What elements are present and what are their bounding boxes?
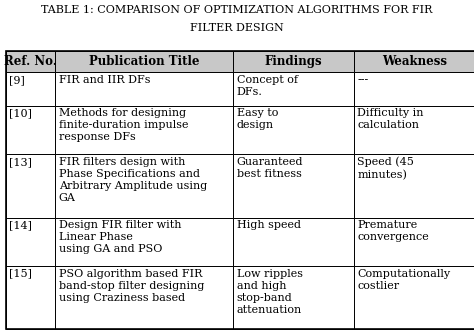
Bar xyxy=(55,51,233,72)
Text: Findings: Findings xyxy=(265,55,322,68)
Bar xyxy=(55,72,233,106)
Text: FILTER DESIGN: FILTER DESIGN xyxy=(190,23,284,33)
Bar xyxy=(354,154,474,217)
Text: Difficulty in
calculation: Difficulty in calculation xyxy=(357,108,424,130)
Text: Weakness: Weakness xyxy=(382,55,447,68)
Bar xyxy=(55,266,233,329)
Text: FIR filters design with
Phase Specifications and
Arbitrary Amplitude using
GA: FIR filters design with Phase Specificat… xyxy=(59,157,207,203)
Text: [13]: [13] xyxy=(9,157,32,167)
Text: Premature
convergence: Premature convergence xyxy=(357,220,429,242)
Bar xyxy=(6,106,55,154)
Bar xyxy=(233,51,354,72)
Bar xyxy=(6,217,55,266)
Text: [14]: [14] xyxy=(9,220,32,230)
Bar xyxy=(354,72,474,106)
Text: Concept of
DFs.: Concept of DFs. xyxy=(237,75,298,97)
Bar xyxy=(233,106,354,154)
Text: FIR and IIR DFs: FIR and IIR DFs xyxy=(59,75,150,85)
Text: ---: --- xyxy=(357,75,369,85)
Bar xyxy=(233,266,354,329)
Bar xyxy=(6,266,55,329)
Text: PSO algorithm based FIR
band-stop filter designing
using Craziness based: PSO algorithm based FIR band-stop filter… xyxy=(59,269,204,303)
Bar xyxy=(354,106,474,154)
Text: Ref. No.: Ref. No. xyxy=(4,55,57,68)
Bar xyxy=(6,154,55,217)
Bar xyxy=(233,154,354,217)
Text: Guaranteed
best fitness: Guaranteed best fitness xyxy=(237,157,303,179)
Bar xyxy=(6,51,55,72)
Text: Low ripples
and high
stop-band
attenuation: Low ripples and high stop-band attenuati… xyxy=(237,269,302,315)
Text: TABLE 1: COMPARISON OF OPTIMIZATION ALGORITHMS FOR FIR: TABLE 1: COMPARISON OF OPTIMIZATION ALGO… xyxy=(41,5,433,15)
Text: Speed (45
minutes): Speed (45 minutes) xyxy=(357,157,414,180)
Text: Design FIR filter with
Linear Phase
using GA and PSO: Design FIR filter with Linear Phase usin… xyxy=(59,220,181,254)
Text: Easy to
design: Easy to design xyxy=(237,108,278,130)
Text: Computationally
costlier: Computationally costlier xyxy=(357,269,450,291)
Text: [15]: [15] xyxy=(9,269,32,279)
Bar xyxy=(354,51,474,72)
Bar xyxy=(354,266,474,329)
Bar xyxy=(354,217,474,266)
Text: [9]: [9] xyxy=(9,75,25,85)
Text: High speed: High speed xyxy=(237,220,301,230)
Bar xyxy=(55,217,233,266)
Bar xyxy=(6,51,474,329)
Text: Publication Title: Publication Title xyxy=(89,55,200,68)
Text: Methods for designing
finite-duration impulse
response DFs: Methods for designing finite-duration im… xyxy=(59,108,188,142)
Bar xyxy=(233,72,354,106)
Bar xyxy=(6,72,55,106)
Bar xyxy=(233,217,354,266)
Text: [10]: [10] xyxy=(9,108,32,118)
Bar xyxy=(55,106,233,154)
Bar xyxy=(55,154,233,217)
